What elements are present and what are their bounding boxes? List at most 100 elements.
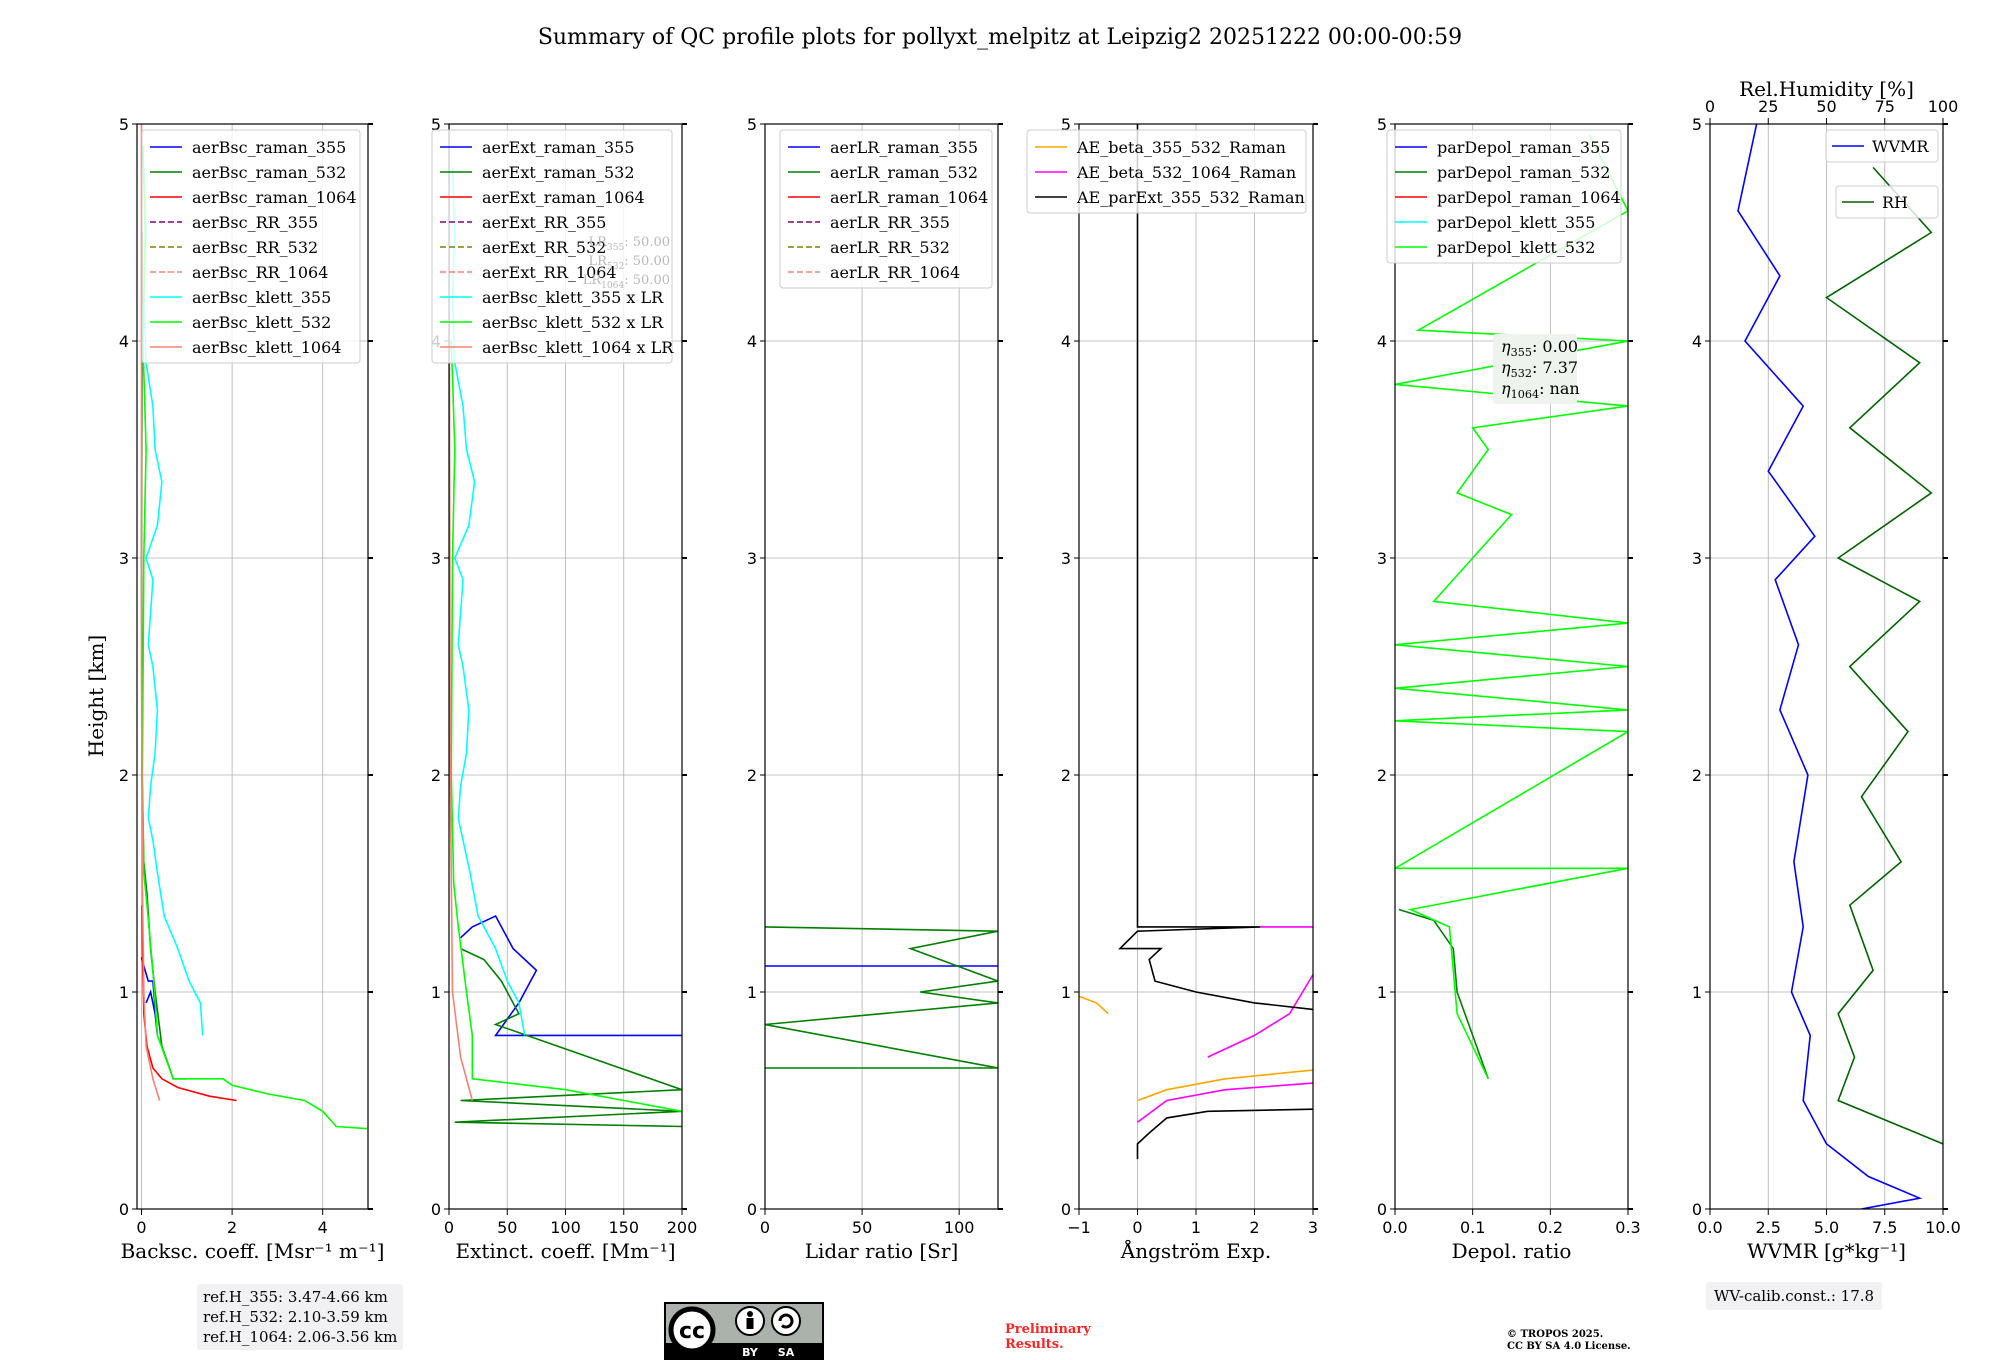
- y-tick-label: 3: [119, 549, 129, 568]
- y-tick-label: 0: [431, 1200, 441, 1219]
- top-x-axis-label: Rel.Humidity [%]: [1739, 77, 1914, 101]
- x-tick-label: 100: [550, 1218, 581, 1237]
- reference-height-box: ref.H_355: 3.47-4.66 km ref.H_532: 2.10-…: [197, 1284, 404, 1350]
- x-tick-label: 0: [444, 1218, 454, 1237]
- x-tick-label: 2: [1249, 1218, 1259, 1237]
- legend-label: aerBsc_klett_355 x LR: [482, 288, 664, 307]
- top-x-tick-label: 25: [1758, 97, 1778, 116]
- series-aerBsc_klett_355: [142, 167, 204, 1036]
- legend-ae: AE_beta_355_532_Raman AE_beta_532_1064_Ra…: [1026, 129, 1307, 214]
- legend-box: [1825, 129, 1939, 163]
- ref-height-532: ref.H_532: 2.10-3.59 km: [203, 1308, 388, 1326]
- cc-by-sa-license-icon: cc BY SA: [664, 1302, 824, 1360]
- legend-label: parDepol_raman_355: [1437, 138, 1610, 157]
- x-tick-label: 0: [760, 1218, 770, 1237]
- legend-label: aerExt_RR_355: [482, 213, 606, 232]
- ref-height-355: ref.H_355: 3.47-4.66 km: [203, 1288, 388, 1306]
- legend-box: [141, 129, 361, 364]
- legend-label: aerExt_RR_1064: [482, 263, 617, 282]
- legend-label: aerBsc_klett_1064: [192, 338, 341, 357]
- y-tick-label: 1: [1377, 983, 1387, 1002]
- y-tick-label: 2: [119, 766, 129, 785]
- legend-label: aerBsc_raman_355: [192, 138, 346, 157]
- y-tick-label: 5: [747, 115, 757, 134]
- y-tick-label: 5: [1061, 115, 1071, 134]
- series-group: [1079, 124, 1313, 1160]
- top-x-tick-label: 75: [1875, 97, 1895, 116]
- svg-text:cc: cc: [679, 1319, 705, 1344]
- top-x-tick-label: 100: [1928, 97, 1959, 116]
- legend-label: aerBsc_klett_355: [192, 288, 331, 307]
- legend-label: aerBsc_raman_1064: [192, 188, 357, 207]
- legend-label: AE_beta_355_532_Raman: [1076, 138, 1286, 157]
- series-group: [449, 124, 682, 1128]
- panel-bsc: 0 2 4 0 1 2 3 4 5 Backsc. coeff. [Msr⁻¹ m⁻¹] aerBs…: [119, 115, 385, 1263]
- legend-box: [1026, 129, 1307, 214]
- x-axis-label: Extinct. coeff. [Mm⁻¹]: [455, 1239, 675, 1263]
- ref-height-1064: ref.H_1064: 2.06-3.56 km: [203, 1328, 398, 1346]
- wv-calibration-constant: WV-calib.const.: 17.8: [1714, 1287, 1875, 1305]
- legend-label: parDepol_klett_532: [1437, 238, 1595, 257]
- legend-bsc: aerBsc_raman_355 aerBsc_raman_532 aerBsc_r…: [141, 129, 361, 364]
- legend-label: parDepol_raman_532: [1437, 163, 1610, 182]
- copyright-line-2: CC BY SA 4.0 License.: [1507, 1341, 1631, 1352]
- y-tick-label: 2: [1377, 766, 1387, 785]
- y-tick-label: 1: [119, 983, 129, 1002]
- y-tick-label: 3: [1377, 549, 1387, 568]
- y-tick-label: 5: [431, 115, 441, 134]
- legend-WVMR: WVMR: [1825, 129, 1939, 163]
- legend-box: [1386, 129, 1622, 264]
- wv-calibration-box: WV-calib.const.: 17.8: [1706, 1282, 1883, 1310]
- legend-box: [431, 129, 673, 364]
- legend-lr: aerLR_raman_355 aerLR_raman_532 aerLR_rama…: [779, 129, 993, 289]
- x-tick-label: 1: [1191, 1218, 1201, 1237]
- x-tick-label: 2.5: [1756, 1218, 1781, 1237]
- y-tick-label: 4: [1692, 332, 1702, 351]
- legend-label: aerExt_raman_1064: [482, 188, 645, 207]
- panel-wv: 0.0 2.5 5.0 7.5 10.0 0 1 2 3 4 5 WVMR [g*kg⁻¹] 0 25 50…: [1692, 77, 1961, 1263]
- legend-box: [779, 129, 993, 289]
- x-tick-label: 4: [318, 1218, 328, 1237]
- x-tick-label: 3: [1308, 1218, 1318, 1237]
- series-WVMR: [1737, 124, 1923, 1209]
- legend-label: aerBsc_RR_355: [192, 213, 318, 232]
- legend-box: [1835, 185, 1939, 219]
- legend-label: aerLR_RR_1064: [830, 263, 960, 282]
- legend-label: aerExt_raman_355: [482, 138, 635, 157]
- series-aerBsc_klett_1064 x LR: [449, 124, 474, 1101]
- annotation-text: LR1064: 50.00: [583, 273, 670, 291]
- top-x-tick-label: 50: [1816, 97, 1836, 116]
- y-tick-label: 0: [119, 1200, 129, 1219]
- x-tick-label: 0.3: [1615, 1218, 1640, 1237]
- panel-dep: 0.0 0.1 0.2 0.3 0 1 2 3 4 5 Depol. ratio parDepol_r…: [1377, 115, 1641, 1263]
- preliminary-line-1: Preliminary: [1005, 1322, 1091, 1337]
- y-tick-label: 2: [747, 766, 757, 785]
- y-tick-label: 5: [1377, 115, 1387, 134]
- legend-label: aerBsc_klett_1064 x LR: [482, 338, 674, 357]
- x-tick-label: 50: [497, 1218, 517, 1237]
- legend-label: aerLR_RR_532: [830, 238, 950, 257]
- axes-frame: [764, 123, 999, 1210]
- y-tick-label: 3: [431, 549, 441, 568]
- x-tick-label: 0: [136, 1218, 146, 1237]
- figure-title: Summary of QC profile plots for pollyxt_…: [538, 25, 1462, 50]
- x-axis-label: Backsc. coeff. [Msr⁻¹ m⁻¹]: [121, 1239, 385, 1263]
- x-tick-label: 7.5: [1872, 1218, 1897, 1237]
- legend-ext: aerExt_raman_355 aerExt_raman_532 aerExt_r…: [431, 129, 674, 364]
- x-tick-label: 0.0: [1382, 1218, 1407, 1237]
- series-AE_beta_355_532_Raman: [1079, 995, 1313, 1102]
- legend-label: aerExt_RR_532: [482, 238, 606, 257]
- x-tick-label: 100: [944, 1218, 975, 1237]
- x-tick-label: 150: [608, 1218, 639, 1237]
- x-tick-label: 0.2: [1538, 1218, 1563, 1237]
- copyright-note: © TROPOS 2025. CC BY SA 4.0 License.: [1507, 1329, 1631, 1353]
- copyright-line-1: © TROPOS 2025.: [1507, 1329, 1604, 1340]
- y-tick-label: 0: [1377, 1200, 1387, 1219]
- legend-label: AE_parExt_355_532_Raman: [1076, 188, 1305, 207]
- y-tick-label: 4: [747, 332, 757, 351]
- eta-box-bg: [1493, 334, 1577, 404]
- x-tick-label: 0.0: [1697, 1218, 1722, 1237]
- annotation-text: LR355: 50.00: [588, 235, 670, 253]
